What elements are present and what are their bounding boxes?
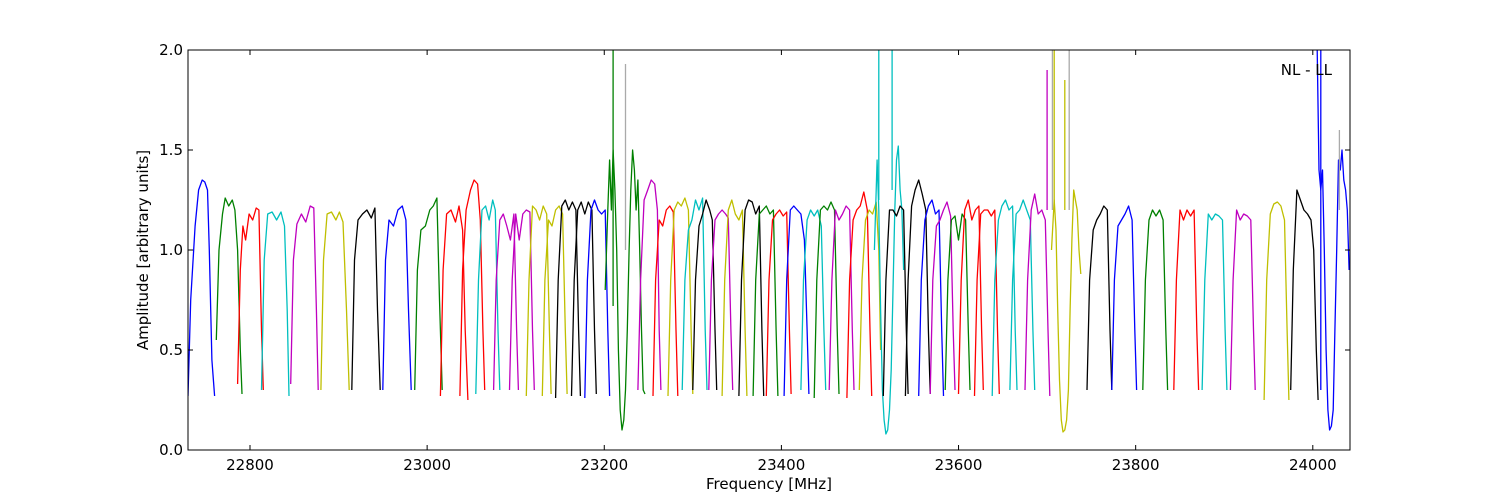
ticks-layer: 22800 23000 23200 23400 23600 23800 24000 0.0 0.… [159,41,1350,474]
series-line-15 [541,205,568,397]
series-line-7 [382,205,412,391]
series-line-58 [1201,213,1228,391]
series-line-44 [944,213,971,391]
series-line-27 [721,199,748,397]
y-tick-label-4: 2.0 [159,41,183,59]
series-line-28 [738,199,765,397]
y-tick-label-1: 0.5 [159,341,183,359]
series-line-22 [652,205,679,397]
series-line-2 [236,207,264,391]
series-line-42 [918,199,945,397]
series-line-0 [188,179,216,397]
x-tick-label-3: 23400 [758,456,806,474]
series-line-23 [667,197,694,397]
series-line-11 [475,199,501,395]
series-line-5 [320,211,350,391]
series-line-3 [260,211,290,397]
series-line-26 [708,209,734,391]
y-tick-label-0: 0.0 [159,441,183,459]
series-line-18 [584,199,611,399]
series-line-12 [492,213,520,391]
series-line-43 [929,201,956,395]
series-layer [188,50,1350,435]
series-line-29 [752,205,779,397]
x-tick-label-2: 23200 [580,456,628,474]
x-axis-label: Frequency [MHz] [706,475,832,493]
series-line-36 [858,201,882,391]
series-line-41 [904,179,931,397]
y-tick-label-2: 1.0 [159,241,183,259]
x-tick-label-6: 24000 [1289,456,1337,474]
series-line-32 [800,209,827,391]
series-line-62 [1316,50,1350,431]
series-line-47 [991,199,1018,397]
series-line-34 [828,205,855,391]
series-line-59 [1229,209,1256,391]
y-axis-label: Amplitude [arbitrary units] [134,150,152,350]
plot-background [188,50,1350,450]
series-line-51 [1050,189,1082,433]
series-line-31 [783,205,810,397]
series-line-25 [692,199,718,391]
series-line-17 [570,201,597,397]
series-line-54 [1086,205,1113,391]
series-line-46 [973,209,1000,397]
series-line-37 [873,145,905,435]
plot-annotation: NL - LL [1281,61,1333,79]
series-line-48 [1009,199,1036,391]
x-tick-label-5: 23800 [1112,456,1160,474]
series-line-55 [1111,205,1138,391]
series-line-8 [414,197,443,391]
series-line-33 [813,201,840,399]
series-line-6 [351,207,381,391]
series-line-10 [459,179,486,397]
plot-frame [187,49,1351,451]
series-line-24 [681,197,708,391]
series-line-61 [1290,189,1319,401]
series-line-60 [1263,201,1290,401]
series-line-49 [1024,193,1051,397]
series-line-13 [508,209,535,391]
series-line-14 [525,205,552,397]
series-line-30 [765,209,792,397]
x-tick-label-1: 23000 [403,456,451,474]
series-line-21 [637,179,662,391]
series-line-57 [1173,209,1200,391]
series-line-35 [846,191,873,399]
series-line-40 [882,205,909,397]
series-line-9 [439,205,469,401]
x-tick-label-0: 22800 [226,456,274,474]
y-tick-label-3: 1.5 [159,141,183,159]
series-line-4 [290,205,319,391]
series-line-45 [957,199,984,395]
series-line-16 [554,199,582,399]
series-line-56 [1142,209,1169,391]
x-tick-label-4: 23600 [935,456,983,474]
